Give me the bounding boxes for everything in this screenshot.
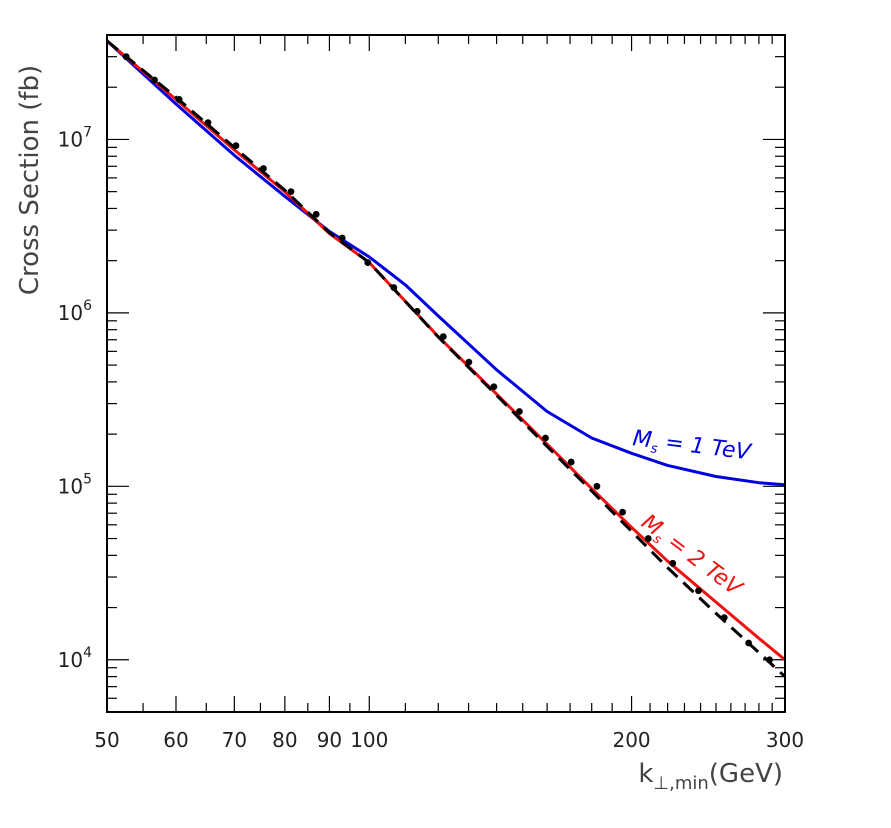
- annotation-ms-1tev: Ms = 1 TeV: [631, 426, 754, 468]
- x-tick-labels: 50 60 70 80 90 100 200 300: [94, 728, 804, 752]
- data-point: [390, 284, 398, 291]
- data-point: [287, 188, 295, 196]
- x-axis-label: k⊥,min(GeV): [638, 759, 783, 794]
- data-point: [122, 53, 130, 61]
- series-line-blue: [105, 39, 786, 487]
- data-point: [766, 656, 773, 664]
- data-point: [439, 333, 447, 340]
- y-tick-label: 104: [58, 645, 92, 672]
- data-point: [619, 508, 626, 516]
- y-axis-label: Cross Section (fb): [15, 65, 45, 295]
- data-point: [490, 383, 498, 391]
- x-tick-label: 300: [766, 728, 804, 752]
- data-point: [312, 210, 320, 218]
- data-point: [465, 358, 473, 366]
- data-point: [232, 142, 240, 150]
- y-tick-labels: 104 105 106 107: [58, 124, 92, 671]
- y-tick-label: 107: [58, 124, 92, 151]
- data-point: [745, 639, 753, 647]
- y-tick-label: 105: [58, 471, 92, 498]
- data-point: [151, 76, 158, 84]
- x-tick-label: 80: [272, 728, 297, 752]
- data-point: [695, 587, 702, 595]
- data-point: [204, 119, 212, 127]
- data-point: [567, 458, 575, 466]
- axis-ticks: [106, 34, 786, 713]
- data-point: [516, 408, 523, 415]
- x-tick-label: 100: [350, 728, 388, 752]
- data-point: [720, 614, 728, 622]
- data-point: [413, 307, 421, 315]
- data-point: [338, 234, 346, 242]
- data-point: [364, 259, 372, 266]
- data-series: [105, 39, 787, 678]
- data-point: [175, 96, 183, 103]
- x-tick-label: 70: [222, 728, 247, 752]
- data-point: [669, 559, 677, 567]
- series-line-dashed: [106, 39, 787, 678]
- x-tick-label: 60: [163, 728, 188, 752]
- plot-frame: [106, 34, 786, 713]
- x-tick-label: 50: [94, 728, 119, 752]
- data-point: [593, 482, 601, 490]
- x-tick-label: 200: [612, 728, 650, 752]
- data-point: [644, 535, 652, 542]
- x-tick-label: 90: [317, 728, 342, 752]
- data-point: [542, 434, 549, 442]
- data-point: [260, 165, 267, 172]
- y-tick-label: 106: [58, 298, 92, 325]
